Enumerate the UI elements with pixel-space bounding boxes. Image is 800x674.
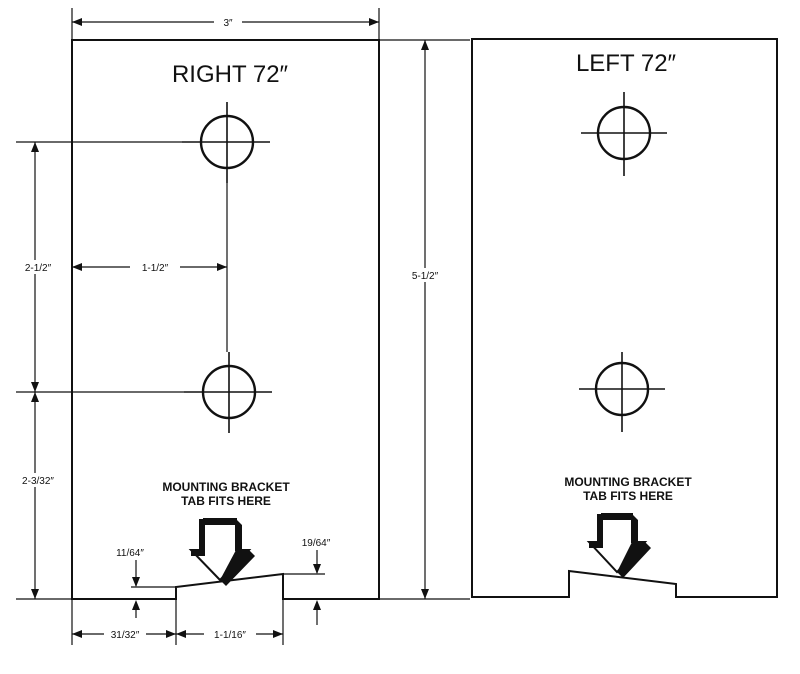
dim-height: 5-1/2″: [412, 271, 439, 282]
dim-lower-height: 2-3/32″: [22, 476, 54, 487]
right-template-title: RIGHT 72″: [172, 61, 289, 88]
right-down-arrow-icon: [188, 518, 255, 586]
dim-left-width: 31/32″: [111, 630, 140, 641]
left-note-line1: MOUNTING BRACKET: [564, 475, 692, 489]
right-template: RIGHT 72″ 3″ 2-1/2″ 2-3/3: [12, 8, 380, 645]
dim-tab-width: 1-1/16″: [214, 630, 246, 641]
dim-left-notch: 11/64″: [116, 548, 144, 559]
dim-right-notch: 19/64″: [302, 538, 331, 549]
dim-hole-offset: 1-1/2″: [142, 263, 169, 274]
left-down-arrow-icon: [586, 513, 651, 578]
height-dimension: 5-1/2″: [379, 39, 470, 600]
right-note-line2: TAB FITS HERE: [181, 494, 271, 508]
right-note-line1: MOUNTING BRACKET: [162, 480, 290, 494]
left-note-line2: TAB FITS HERE: [583, 489, 673, 503]
dim-hole-spacing: 2-1/2″: [25, 263, 52, 274]
right-template-outline: [71, 39, 380, 600]
left-template-title: LEFT 72″: [576, 50, 677, 77]
left-template: LEFT 72″ MOUNTING BRACKET TAB FITS HERE: [471, 38, 778, 598]
left-template-outline: [471, 38, 778, 598]
dim-width: 3″: [223, 18, 233, 29]
